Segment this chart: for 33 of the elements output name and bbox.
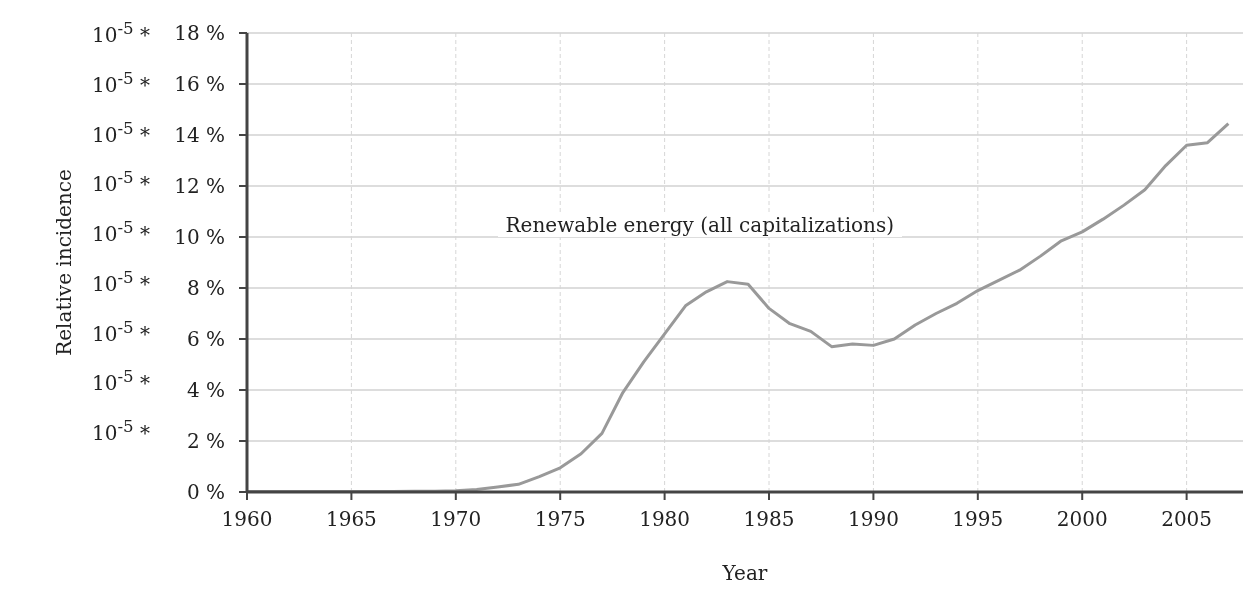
x-tick-label: 1995 bbox=[952, 507, 1004, 532]
text: 10$^{-5}$ * bbox=[92, 118, 151, 147]
text: 10$^{-5}$ * bbox=[92, 168, 151, 196]
text: 10$^{-5}$ * bbox=[92, 317, 151, 346]
x-tick-label: 1965 bbox=[325, 507, 377, 532]
y-tick-label: 16 % bbox=[174, 72, 225, 96]
x-tick-label: 1960 bbox=[221, 507, 273, 532]
text: 10$^{-5}$ * bbox=[92, 68, 151, 97]
text: Renewable energy (all capitalizations) bbox=[497, 212, 903, 237]
y-tick-label: 4 % bbox=[186, 378, 225, 402]
x-tick-label: 1985 bbox=[743, 507, 795, 532]
y-tick-label: 0 % bbox=[186, 480, 225, 504]
text: 10$^{-5}$ * bbox=[92, 19, 151, 47]
text: 10$^{-5}$ * bbox=[92, 367, 151, 396]
y-tick-label: 12 % bbox=[174, 174, 225, 198]
x-tick-label: 1975 bbox=[534, 507, 586, 532]
y-tick-label: 8 % bbox=[186, 276, 225, 300]
y-tick-label: 6 % bbox=[186, 327, 225, 351]
y-tick-label: 18 % bbox=[174, 21, 225, 45]
x-tick-label: 1970 bbox=[430, 507, 482, 532]
y-tick-label: 2 % bbox=[186, 429, 225, 453]
x-tick-label: 2000 bbox=[1056, 507, 1108, 532]
text: 10$^{-5}$ * bbox=[92, 417, 151, 445]
y-axis-title: Relative incidence bbox=[52, 169, 77, 356]
x-tick-label: 1980 bbox=[639, 507, 691, 532]
y-tick-label: 10 % bbox=[174, 225, 225, 249]
x-axis-title: Year bbox=[721, 561, 768, 585]
text: 10$^{-5}$ * bbox=[92, 218, 151, 246]
line-series bbox=[247, 122, 1230, 492]
x-tick-label: 2005 bbox=[1161, 507, 1213, 532]
y-tick-label: 14 % bbox=[174, 123, 225, 147]
text: 10$^{-5}$ * bbox=[92, 267, 151, 296]
x-tick-label: 1990 bbox=[847, 507, 899, 532]
